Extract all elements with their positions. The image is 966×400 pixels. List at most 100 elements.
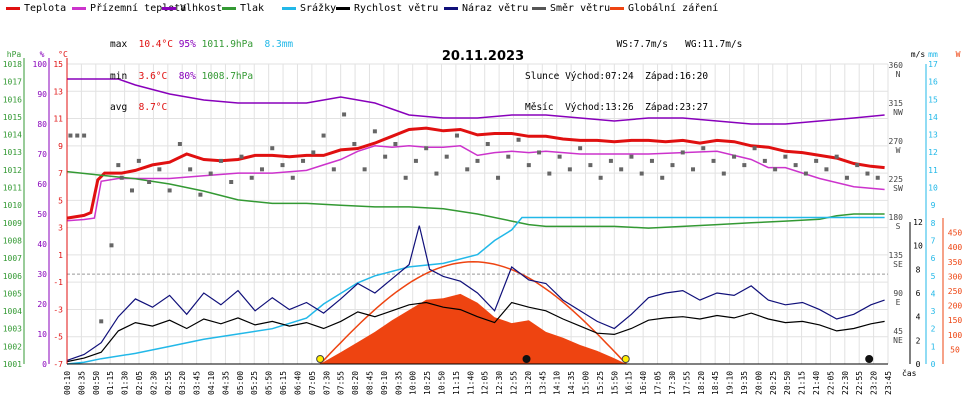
x-tick-label: 14:35 [567,371,576,395]
x-tick-label: 11:40 [466,371,475,395]
wind-direction-point [454,133,459,138]
wind-direction-point [372,129,377,134]
direction-compass-label: SW [893,184,903,193]
sunset-marker [621,355,630,363]
direction-compass-label: N [896,70,901,79]
x-tick-label: 20:00 [754,371,763,395]
direction-tick-label: 45 [893,327,903,336]
legend-label: Vlhkost [180,3,223,14]
x-tick-label: 10:50 [437,371,446,395]
legend-swatch [72,7,86,10]
wind-direction-point [752,146,757,151]
axis-tick-label: 100 [33,60,48,69]
x-tick-label: 03:20 [178,371,187,395]
moonrise-marker [522,355,531,363]
wind-direction-point [362,167,367,172]
x-tick-label: 04:10 [207,371,216,395]
wind-direction-point [99,319,104,324]
x-tick-label: 16:40 [639,371,648,395]
x-tick-label: 02:55 [164,371,173,395]
wind-direction-point [167,188,172,193]
wind-tick-label: 0 [916,360,921,369]
stats-avg-row: avg 8.7°C [110,102,168,113]
axis-tick-label: 3 [58,224,63,233]
rain-tick-label: 12 [928,148,938,157]
wind-direction-point [393,142,398,146]
stats-sun-moon: WS:7.7m/s WG:11.7m/s Slunce Východ:07:24… [525,19,742,124]
radiation-tick-label: 100 [948,331,963,340]
wind-direction-point [629,154,634,159]
radiation-tick-label: 350 [948,258,963,267]
stats-min-row: min 3.6°C 80% 1008.7hPa [110,70,254,82]
min-pressure: 1008.7hPa [201,70,254,82]
wind-direction-point [383,154,388,159]
x-tick-label: 17:55 [682,371,691,395]
x-tick-label: 07:30 [322,371,331,395]
wind-direction-point [239,154,244,159]
axis-unit-label: m/s [911,50,926,59]
x-tick-label: 22:05 [826,371,835,395]
avg-temp: 8.7°C [138,102,168,113]
axis-tick-label: 10 [37,330,47,339]
x-tick-label: 16:15 [625,371,634,395]
x-tick-label: 00:35 [77,371,86,395]
wind-direction-point [109,243,114,248]
legend-swatch [6,7,20,10]
stats-max-row: max 10.4°C 95% 1011.9hPa 8.3mm [110,39,294,50]
axis-tick-label: 7 [58,169,63,178]
wind-direction-point [567,167,572,172]
x-tick-label: 05:25 [250,371,259,395]
stats-minmax: max 10.4°C 95% 1011.9hPa 8.3mm min 3.6°C… [110,19,293,124]
legend-swatch [444,7,458,10]
x-tick-label: 02:30 [149,371,158,395]
rain-tick-label: 4 [931,289,936,298]
wind-direction-point [537,150,542,155]
max-humidity: 95% [178,39,196,50]
rain-tick-label: 6 [931,254,936,263]
wind-tick-label: 6 [916,289,921,298]
wind-direction-point [311,150,316,155]
wind-direction-point [249,175,254,180]
x-tick-label: 02:05 [135,371,144,395]
rain-tick-label: 0 [931,360,936,369]
axis-tick-label: 1015 [3,113,22,122]
x-tick-label: 07:05 [308,371,317,395]
wind-direction-point [342,112,347,117]
direction-tick-label: 270 [889,137,904,146]
wind-direction-point [331,167,336,172]
axis-tick-label: 1018 [3,60,22,69]
radiation-tick-label: 300 [948,272,963,281]
wind-direction-point [578,146,583,151]
axis-tick-label: 40 [37,240,47,249]
wind-direction-point [136,158,141,163]
x-tick-label: 17:30 [668,371,677,395]
wind-direction-point [129,188,134,193]
radiation-tick-label: 400 [948,243,963,252]
wind-direction-point [188,167,193,172]
axis-tick-label: -7 [53,360,63,369]
x-tick-label: 12:05 [481,371,490,395]
wind-direction-point [413,158,418,163]
wind-direction-point [711,158,716,163]
chart-axes: 00:10 00:35 00:50 01:15 01:30 02:05 02:30 02:55… [3,50,963,395]
x-tick-label: 10:25 [423,371,432,395]
wind-direction-point [608,158,613,163]
x-tick-label: 01:30 [121,371,130,395]
axis-tick-label: -1 [53,278,63,287]
legend-item: Náraz větru [444,3,528,14]
wind-gust: WG:11.7m/s [685,39,743,50]
axis-tick-label: 9 [58,142,63,151]
x-tick-label: 01:15 [106,371,115,395]
x-tick-label: 17:05 [654,371,663,395]
x-tick-label: 20:50 [783,371,792,395]
x-tick-label: 21:15 [798,371,807,395]
wind-tick-label: 10 [913,242,923,251]
direction-compass-label: NW [893,108,903,117]
axis-unit-label: hPa [7,50,22,59]
direction-tick-label: 135 [889,251,904,260]
legend-item: Směr větru [532,3,610,14]
axis-tick-label: 70 [37,150,47,159]
direction-compass-label: S [896,222,901,231]
wind-direction-point [598,175,603,180]
direction-compass-label: E [896,298,901,307]
